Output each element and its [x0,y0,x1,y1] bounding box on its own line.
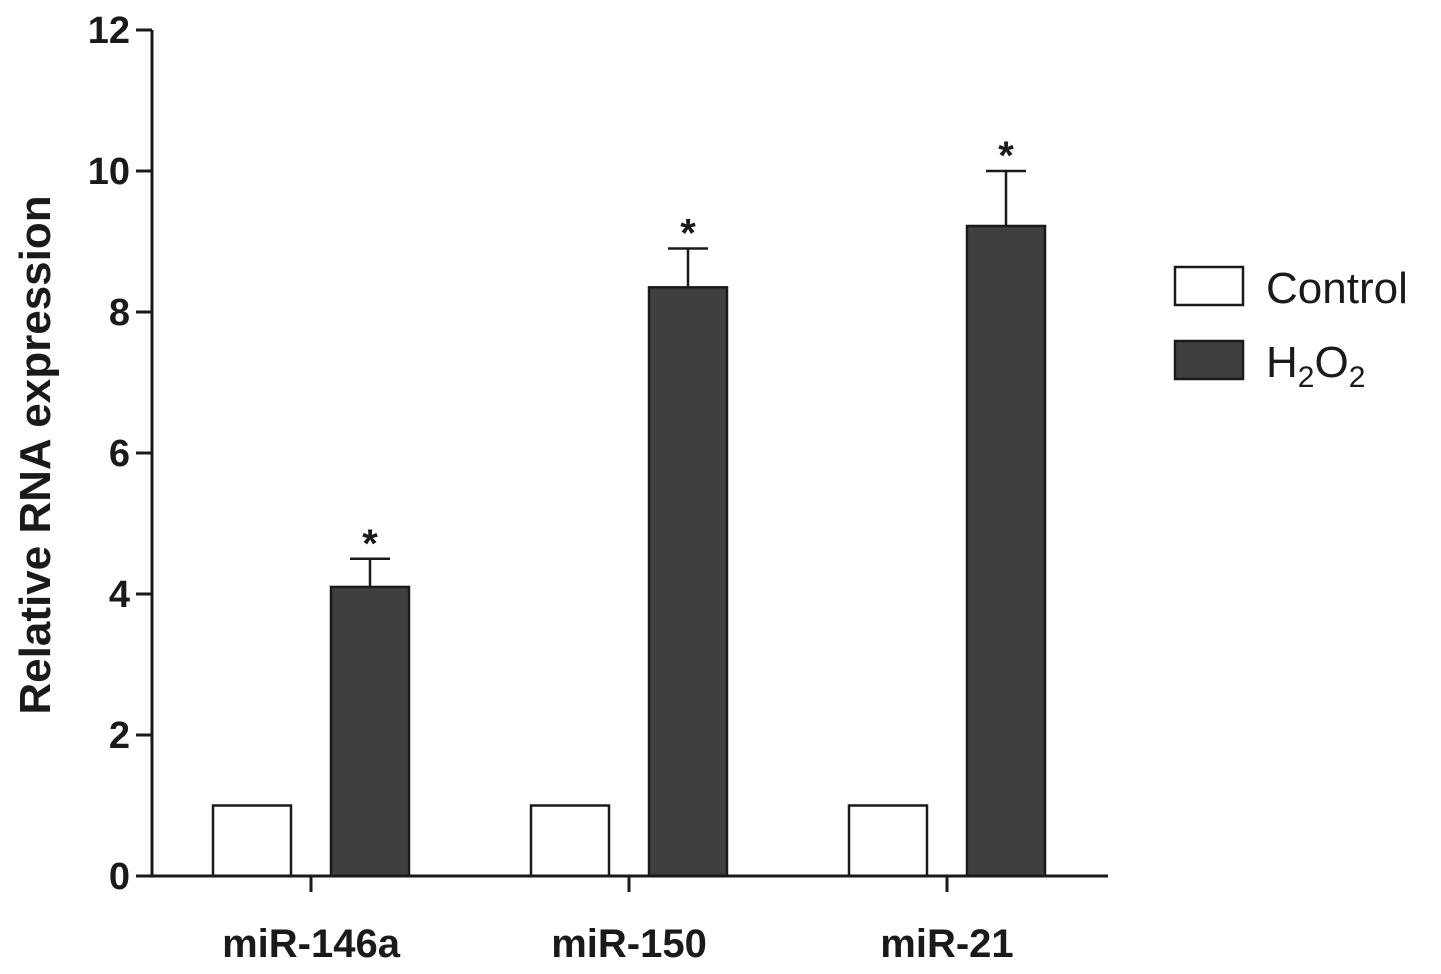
legend-swatch [1173,265,1245,307]
bar [329,585,411,878]
x-category-label: miR-150 [551,922,707,966]
bar [847,804,929,878]
x-category-label: miR-21 [880,922,1013,966]
y-axis: 0 2 4 6 8 10 12 [88,10,154,898]
x-axis: miR-146a miR-150 miR-21 [150,874,1108,966]
y-tick-label: 2 [109,715,130,757]
legend-subscript: 2 [1298,361,1315,394]
y-tick-label: 6 [109,433,130,475]
significance-mark: * [998,134,1014,178]
y-tick-label: 4 [109,574,130,616]
legend-label: Control [1266,264,1408,313]
y-axis-title: Relative RNA expression [11,195,60,714]
bar [211,804,293,878]
significance-mark: * [680,212,696,256]
y-tick-label: 10 [88,151,130,193]
bar [647,286,729,878]
bar [965,224,1047,878]
legend-label-text: Control [1266,264,1408,313]
y-tick-label: 8 [109,292,130,334]
legend-label-text: H [1266,338,1298,387]
legend-label-text: O [1314,338,1348,387]
legend-label: H2O2 [1266,338,1365,394]
bars: * * * [211,134,1047,878]
legend-subscript: 2 [1349,361,1366,394]
y-tick-label: 0 [109,856,130,898]
significance-mark: * [362,522,378,566]
x-category-label: miR-146a [222,922,401,966]
y-tick-label: 12 [88,10,130,52]
bar [529,804,611,878]
legend-swatch [1173,339,1245,381]
